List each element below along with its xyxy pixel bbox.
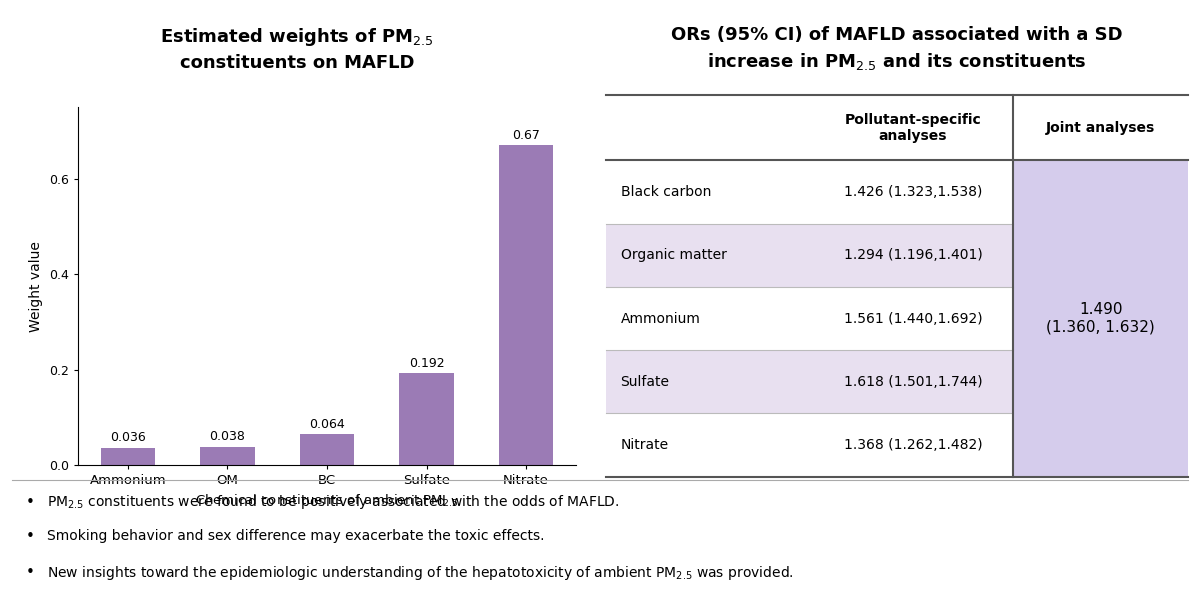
Text: New insights toward the epidemiologic understanding of the hepatotoxicity of amb: New insights toward the epidemiologic un… — [47, 564, 794, 582]
Text: 0.038: 0.038 — [210, 430, 246, 443]
Bar — [200, 447, 254, 465]
Bar — [400, 373, 454, 465]
Y-axis label: Weight value: Weight value — [30, 241, 43, 331]
Text: 1.618 (1.501,1.744): 1.618 (1.501,1.744) — [844, 375, 983, 389]
Bar — [300, 434, 354, 465]
Text: Joint analyses: Joint analyses — [1046, 121, 1156, 135]
Bar — [1013, 287, 1188, 350]
Bar — [1013, 350, 1188, 414]
Bar — [499, 145, 553, 465]
Text: Estimated weights of PM$_{2.5}$
constituents on MAFLD: Estimated weights of PM$_{2.5}$ constitu… — [160, 26, 434, 72]
Text: Sulfate: Sulfate — [620, 375, 670, 389]
Bar — [606, 95, 1188, 160]
Text: Ammonium: Ammonium — [620, 312, 701, 325]
Text: Smoking behavior and sex difference may exacerbate the toxic effects.: Smoking behavior and sex difference may … — [47, 529, 545, 544]
Bar — [606, 224, 1013, 287]
Text: 1.561 (1.440,1.692): 1.561 (1.440,1.692) — [844, 312, 983, 325]
Bar — [1013, 414, 1188, 477]
Bar — [606, 287, 1013, 350]
Text: 0.192: 0.192 — [409, 356, 444, 370]
Bar — [606, 414, 1013, 477]
Text: PM$_{2.5}$ constituents were found to be positively associated with the odds of : PM$_{2.5}$ constituents were found to be… — [47, 493, 619, 511]
Bar — [606, 350, 1013, 414]
Text: Pollutant-specific
analyses: Pollutant-specific analyses — [845, 113, 982, 143]
Text: 0.67: 0.67 — [512, 129, 540, 142]
X-axis label: Chemical constituents of ambient PM$_{2.5}$: Chemical constituents of ambient PM$_{2.… — [196, 492, 458, 508]
Text: Black carbon: Black carbon — [620, 185, 710, 199]
Text: 0.064: 0.064 — [310, 418, 344, 430]
Text: Nitrate: Nitrate — [620, 438, 668, 452]
Text: Organic matter: Organic matter — [620, 248, 726, 262]
Text: 1.426 (1.323,1.538): 1.426 (1.323,1.538) — [844, 185, 982, 199]
Text: •: • — [26, 565, 35, 580]
Text: 0.036: 0.036 — [110, 431, 146, 444]
Text: •: • — [26, 495, 35, 510]
Text: 1.294 (1.196,1.401): 1.294 (1.196,1.401) — [844, 248, 983, 262]
Bar — [606, 160, 1013, 224]
Bar — [1013, 224, 1188, 287]
Text: •: • — [26, 529, 35, 544]
Bar — [1013, 160, 1188, 224]
Text: 1.368 (1.262,1.482): 1.368 (1.262,1.482) — [844, 438, 983, 452]
Bar — [101, 448, 155, 465]
Text: 1.490
(1.360, 1.632): 1.490 (1.360, 1.632) — [1046, 302, 1156, 335]
Text: ORs (95% CI) of MAFLD associated with a SD
increase in PM$_{2.5}$ and its consti: ORs (95% CI) of MAFLD associated with a … — [671, 26, 1123, 72]
